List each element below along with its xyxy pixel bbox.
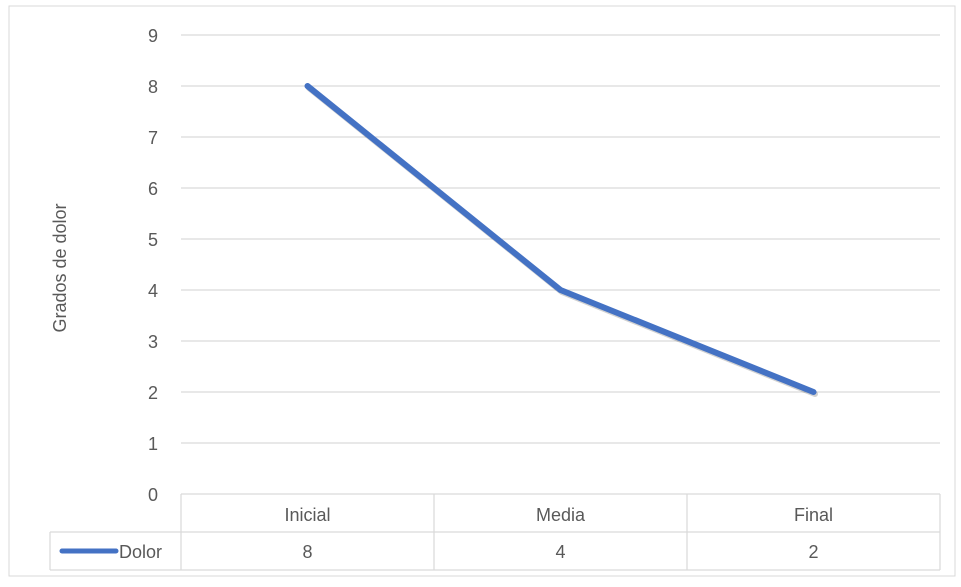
y-tick-label: 3	[148, 332, 158, 352]
table-value-cell: 4	[555, 542, 565, 562]
y-tick-label: 2	[148, 383, 158, 403]
table-row-label: Dolor	[119, 542, 162, 562]
y-tick-label: 9	[148, 26, 158, 46]
x-category-label: Media	[536, 505, 586, 525]
y-axis-label: Grados de dolor	[50, 203, 70, 332]
y-tick-label: 7	[148, 128, 158, 148]
y-tick-label: 0	[148, 485, 158, 505]
y-tick-label: 4	[148, 281, 158, 301]
y-tick-label: 5	[148, 230, 158, 250]
table-value-cell: 8	[302, 542, 312, 562]
y-tick-label: 6	[148, 179, 158, 199]
table-value-cell: 2	[808, 542, 818, 562]
y-tick-label: 8	[148, 77, 158, 97]
x-category-label: Final	[794, 505, 833, 525]
x-category-label: Inicial	[284, 505, 330, 525]
y-tick-label: 1	[148, 434, 158, 454]
